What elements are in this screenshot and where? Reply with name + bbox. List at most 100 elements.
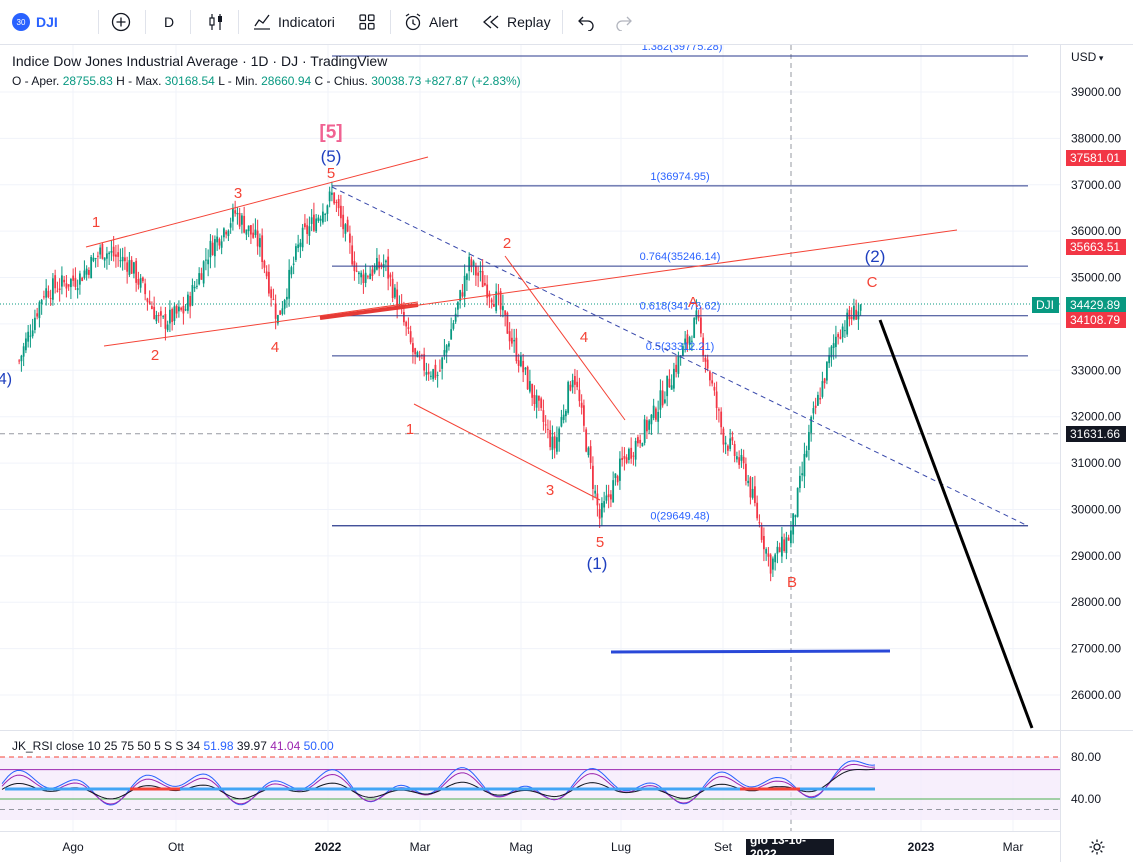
candle-body <box>236 212 239 215</box>
candle-body <box>277 315 279 324</box>
wave-label-3-mid: 3 <box>546 482 554 499</box>
candle-body <box>632 455 635 457</box>
candle-body <box>526 366 529 390</box>
candle-body <box>643 419 646 443</box>
candle-body <box>340 205 342 219</box>
rsi-pane: 80.00 40.00 <box>0 750 1101 820</box>
candle-body <box>103 257 106 261</box>
candle-body <box>97 255 99 257</box>
candle-body <box>751 488 754 498</box>
candle-body <box>466 274 468 280</box>
candle-body <box>211 242 214 256</box>
y-tick-label: 33000.00 <box>1071 363 1121 377</box>
candle-body <box>443 350 446 356</box>
candle-body <box>121 256 124 262</box>
wedge-upper-line <box>504 255 626 421</box>
candle-body <box>556 437 558 452</box>
alert-button[interactable]: Alert <box>403 0 458 44</box>
currency-selector[interactable]: USD ▾ <box>1071 50 1103 64</box>
price-axis: 26000.00 27000.00 28000.00 29000.00 30000.00… <box>1071 85 1121 702</box>
interval-button[interactable]: D <box>164 0 174 44</box>
indicators-button[interactable]: Indicatori <box>252 0 335 44</box>
candle-body <box>360 272 363 278</box>
candle-body <box>342 214 345 230</box>
candle-body <box>486 284 489 298</box>
replay-button[interactable]: Replay <box>481 0 551 44</box>
candle-body <box>281 308 284 315</box>
candle-body <box>785 537 788 554</box>
close-label: C - Chius. <box>314 74 368 88</box>
candle-body <box>304 223 306 228</box>
rsi-value-2: 39.97 <box>236 739 267 753</box>
candle-body <box>641 443 644 447</box>
rsi-value-3: 41.04 <box>270 739 301 753</box>
symbol-search-button[interactable]: 30 DJI <box>12 0 58 44</box>
candle-body <box>414 348 417 355</box>
candle-body <box>117 252 120 257</box>
candle-body <box>252 232 255 238</box>
candles-icon <box>206 12 226 32</box>
candle-body <box>736 456 738 460</box>
candle-body <box>652 405 655 418</box>
candle-body <box>553 436 556 449</box>
candle-body <box>853 305 855 320</box>
candle-body <box>531 383 534 398</box>
undo-button[interactable] <box>577 0 595 44</box>
candle-body <box>740 454 743 461</box>
high-label: H - Max. <box>116 74 162 88</box>
candle-body <box>234 210 237 214</box>
candle-body <box>191 285 194 306</box>
candle-body <box>241 215 243 225</box>
candle-body <box>837 334 840 338</box>
top-toolbar: 30 DJI D Indicatori Alert <box>0 0 1133 45</box>
candle-body <box>515 337 518 362</box>
price-chart[interactable]: 1.382(39775.28) 1(36974.95) 0.764(35246.14… <box>0 45 1133 862</box>
redo-button[interactable] <box>615 0 633 44</box>
candle-body <box>106 253 108 259</box>
candle-body <box>605 495 608 501</box>
candle-body <box>324 214 327 216</box>
candle-body <box>452 323 455 329</box>
candle-body <box>502 306 504 311</box>
candle-body <box>547 428 549 430</box>
candle-body <box>308 226 311 236</box>
rsi-axis-label: 80.00 <box>1071 750 1101 764</box>
candle-body <box>137 279 140 285</box>
candle-body <box>481 270 484 288</box>
candle-body <box>855 309 858 320</box>
candle-body <box>648 420 651 430</box>
candle-body <box>166 324 169 331</box>
candle-body <box>115 254 117 257</box>
candle-body <box>742 456 745 464</box>
candle-body <box>747 480 750 484</box>
settings-button[interactable] <box>1088 838 1106 861</box>
price-tag-4: 34108.79 <box>1066 312 1126 328</box>
candle-body <box>425 372 428 375</box>
candle-body <box>859 304 862 311</box>
candle-body <box>634 440 637 460</box>
candle-body <box>688 337 691 345</box>
candle-body <box>706 359 709 369</box>
candle-body <box>499 291 502 310</box>
candle-body <box>691 340 693 342</box>
toolbar-divider <box>145 10 146 34</box>
candle-body <box>832 343 835 348</box>
projection-line <box>878 319 1034 729</box>
chart-type-button[interactable] <box>206 0 226 44</box>
candle-body <box>657 411 660 422</box>
close-value: 30038.73 <box>371 74 422 88</box>
price-tag-2: 35663.51 <box>1066 239 1126 255</box>
candle-body <box>578 389 581 402</box>
layouts-button[interactable] <box>357 0 377 44</box>
symbol-badge: 30 <box>12 13 30 31</box>
candle-body <box>126 262 129 272</box>
candle-body <box>157 315 160 317</box>
symbol-label: DJI <box>36 14 58 30</box>
candle-body <box>146 298 149 302</box>
rsi-line-slow <box>1 768 876 800</box>
compare-button[interactable] <box>111 0 131 44</box>
channel-upper-line <box>85 156 429 248</box>
candle-body <box>180 307 183 310</box>
fib-levels: 1.382(39775.28) 1(36974.95) 0.764(35246.14… <box>332 45 1028 527</box>
candle-body <box>850 316 853 320</box>
